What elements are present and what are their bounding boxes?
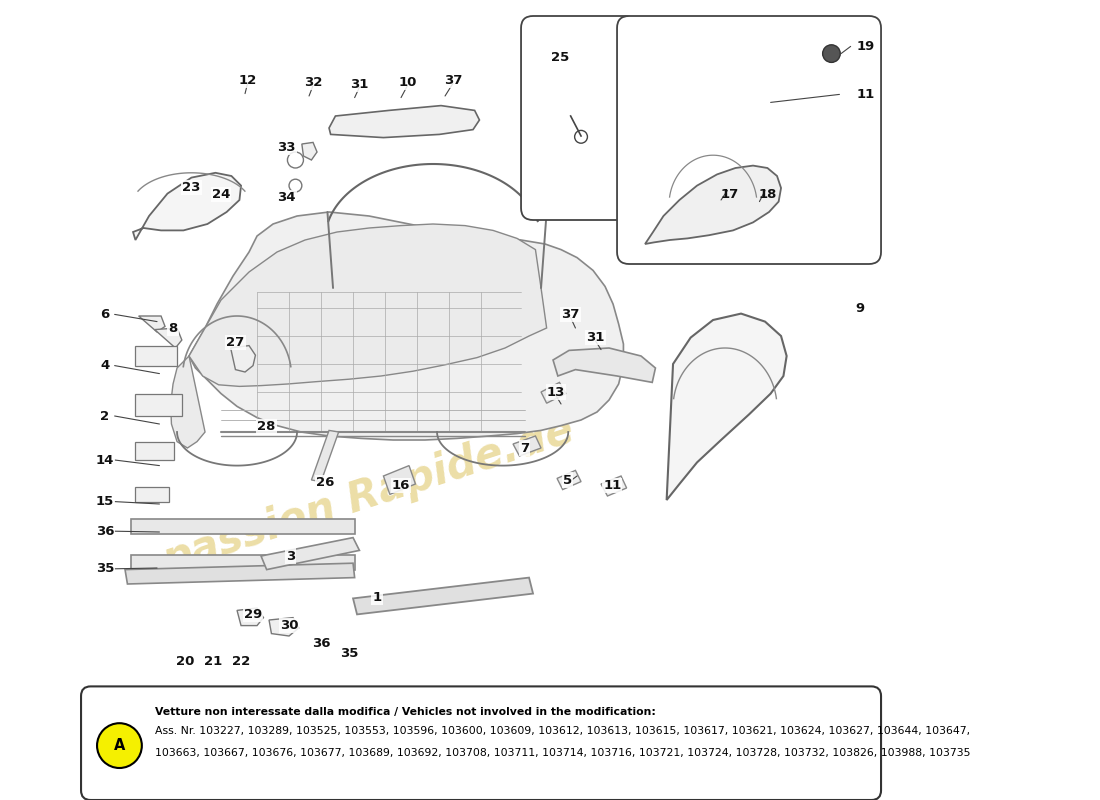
Polygon shape bbox=[553, 348, 656, 382]
Polygon shape bbox=[557, 470, 581, 490]
Polygon shape bbox=[133, 173, 241, 240]
FancyBboxPatch shape bbox=[131, 555, 354, 570]
Text: 33: 33 bbox=[277, 141, 296, 154]
Text: 3: 3 bbox=[286, 550, 295, 562]
Text: 37: 37 bbox=[444, 74, 462, 86]
Circle shape bbox=[97, 723, 142, 768]
Polygon shape bbox=[384, 466, 416, 494]
Polygon shape bbox=[667, 314, 786, 500]
Polygon shape bbox=[231, 346, 255, 372]
Circle shape bbox=[823, 45, 840, 62]
Text: 1: 1 bbox=[373, 591, 382, 604]
Text: 10: 10 bbox=[398, 76, 417, 89]
Text: 15: 15 bbox=[96, 495, 114, 508]
Text: 18: 18 bbox=[759, 188, 777, 201]
Text: 6: 6 bbox=[100, 308, 110, 321]
Text: 11: 11 bbox=[603, 479, 622, 492]
Polygon shape bbox=[236, 608, 263, 626]
Text: 31: 31 bbox=[586, 331, 605, 344]
Text: 4: 4 bbox=[100, 359, 110, 372]
Text: 17: 17 bbox=[720, 188, 739, 201]
Text: Ass. Nr. 103227, 103289, 103525, 103553, 103596, 103600, 103609, 103612, 103613,: Ass. Nr. 103227, 103289, 103525, 103553,… bbox=[155, 726, 970, 736]
Text: 34: 34 bbox=[277, 191, 296, 204]
Text: 9: 9 bbox=[856, 302, 865, 314]
Polygon shape bbox=[301, 142, 317, 160]
FancyBboxPatch shape bbox=[521, 16, 637, 220]
Polygon shape bbox=[170, 356, 205, 448]
FancyBboxPatch shape bbox=[135, 487, 169, 502]
Text: 5: 5 bbox=[563, 474, 572, 486]
Text: 2: 2 bbox=[100, 410, 110, 422]
Text: 12: 12 bbox=[239, 74, 256, 86]
Text: 27: 27 bbox=[227, 336, 244, 349]
Text: 24: 24 bbox=[212, 188, 230, 201]
Text: 21: 21 bbox=[204, 655, 222, 668]
Text: 7: 7 bbox=[519, 442, 529, 454]
Polygon shape bbox=[125, 563, 354, 584]
Text: 35: 35 bbox=[340, 647, 359, 660]
Text: 35: 35 bbox=[96, 562, 114, 575]
Polygon shape bbox=[155, 328, 182, 348]
Text: 20: 20 bbox=[176, 655, 195, 668]
Text: 28: 28 bbox=[257, 420, 276, 433]
Text: 13: 13 bbox=[547, 386, 565, 398]
Polygon shape bbox=[270, 618, 298, 636]
Polygon shape bbox=[311, 430, 339, 482]
Text: Vetture non interessate dalla modifica / Vehicles not involved in the modificati: Vetture non interessate dalla modifica /… bbox=[155, 707, 656, 717]
Text: A: A bbox=[113, 738, 125, 753]
FancyBboxPatch shape bbox=[617, 16, 881, 264]
Text: passion Rapide.de: passion Rapide.de bbox=[158, 410, 580, 582]
FancyBboxPatch shape bbox=[81, 686, 881, 800]
FancyBboxPatch shape bbox=[135, 346, 177, 366]
FancyBboxPatch shape bbox=[131, 519, 354, 534]
Text: 23: 23 bbox=[183, 181, 200, 194]
Polygon shape bbox=[329, 106, 480, 138]
Text: 26: 26 bbox=[316, 476, 334, 489]
Text: 29: 29 bbox=[244, 608, 262, 621]
FancyBboxPatch shape bbox=[135, 442, 174, 460]
Text: 31: 31 bbox=[350, 78, 368, 90]
Text: 103663, 103667, 103676, 103677, 103689, 103692, 103708, 103711, 103714, 103716, : 103663, 103667, 103676, 103677, 103689, … bbox=[155, 748, 970, 758]
Polygon shape bbox=[601, 476, 627, 496]
Polygon shape bbox=[261, 538, 360, 570]
Polygon shape bbox=[139, 316, 165, 332]
Text: 36: 36 bbox=[96, 525, 114, 538]
Text: 30: 30 bbox=[279, 619, 298, 632]
Text: 16: 16 bbox=[392, 479, 410, 492]
Polygon shape bbox=[541, 382, 565, 403]
Text: 14: 14 bbox=[96, 454, 114, 466]
Text: 19: 19 bbox=[857, 40, 876, 53]
Polygon shape bbox=[189, 224, 547, 386]
Text: 22: 22 bbox=[232, 655, 250, 668]
Text: 11: 11 bbox=[857, 88, 876, 101]
Text: 32: 32 bbox=[304, 76, 322, 89]
Text: 37: 37 bbox=[561, 308, 580, 321]
Text: 36: 36 bbox=[311, 637, 330, 650]
Text: 25: 25 bbox=[551, 51, 570, 64]
Polygon shape bbox=[513, 436, 541, 456]
Polygon shape bbox=[353, 578, 534, 614]
Polygon shape bbox=[189, 212, 624, 440]
FancyBboxPatch shape bbox=[135, 394, 182, 416]
Text: 8: 8 bbox=[168, 322, 178, 335]
Polygon shape bbox=[645, 166, 781, 244]
